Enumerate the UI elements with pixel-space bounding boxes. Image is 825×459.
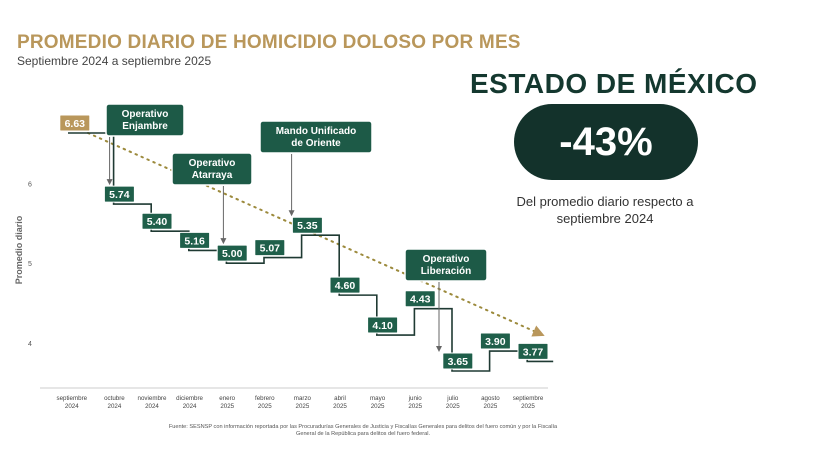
value-label-text: 3.90 xyxy=(485,336,506,348)
chart-subtitle: Septiembre 2024 a septiembre 2025 xyxy=(17,54,212,68)
value-label: 5.07 xyxy=(254,239,286,257)
y-axis-label: Promedio diario xyxy=(14,215,24,284)
y-tick-label: 6 xyxy=(28,181,32,188)
value-label-text: 3.65 xyxy=(448,356,469,368)
value-label: 3.90 xyxy=(479,332,511,350)
x-tick-label: marzo 2025 xyxy=(294,395,312,410)
x-tick-label: octubre 2024 xyxy=(104,395,125,410)
annotation-text: Mando Unificado xyxy=(276,126,357,137)
annotation-text: Operativo xyxy=(189,158,236,169)
value-label-text: 5.35 xyxy=(297,220,318,232)
value-label: 5.00 xyxy=(216,244,248,262)
value-label: 3.77 xyxy=(517,342,549,360)
annotation-text: Enjambre xyxy=(122,121,168,132)
change-caption: Del promedio diario respecto a septiembr… xyxy=(516,194,694,226)
value-label-text: 5.40 xyxy=(147,216,168,228)
x-tick-label: agosto 2025 xyxy=(481,395,500,410)
value-label-text: 5.00 xyxy=(222,248,243,260)
value-label-text: 4.43 xyxy=(410,294,431,306)
value-label: 5.16 xyxy=(179,231,211,249)
annotation-text: Liberación xyxy=(421,266,472,277)
x-tick-label: enero 2025 xyxy=(219,395,235,410)
x-tick-label: noviembre 2024 xyxy=(138,395,167,410)
annotation-text: Atarraya xyxy=(192,170,233,181)
value-label: 4.60 xyxy=(329,276,361,294)
y-tick-label: 5 xyxy=(28,261,32,268)
value-label-text: 4.60 xyxy=(335,280,356,292)
value-label-text: 5.16 xyxy=(184,235,205,247)
value-label-text: 5.74 xyxy=(109,189,130,201)
x-tick-label: julio 2025 xyxy=(446,395,460,410)
value-label-text: 3.77 xyxy=(523,346,544,358)
x-tick-label: abril 2025 xyxy=(333,395,347,410)
x-tick-label: mayo 2025 xyxy=(370,395,386,410)
value-label: 4.43 xyxy=(404,290,436,308)
value-label: 4.10 xyxy=(367,316,399,334)
x-tick-label: junio 2025 xyxy=(408,395,423,410)
x-tick-label: febrero 2025 xyxy=(255,395,275,410)
x-tick-label: septiembre 2024 xyxy=(56,395,87,410)
value-label: 6.63 xyxy=(59,114,91,132)
change-pill: -43% xyxy=(514,104,698,180)
chart-title: PROMEDIO DIARIO DE HOMICIDIO DOLOSO POR … xyxy=(17,32,521,53)
y-tick-label: 4 xyxy=(28,341,32,348)
value-label: 5.40 xyxy=(141,212,173,230)
value-label: 5.35 xyxy=(291,216,323,234)
value-label: 3.65 xyxy=(442,352,474,370)
value-label-text: 5.07 xyxy=(260,243,281,255)
step-series-line xyxy=(68,132,554,372)
x-tick-label: septiembre 2025 xyxy=(513,395,544,410)
value-label-text: 6.63 xyxy=(65,118,86,130)
source-note: Fuente: SESNSP con información reportada… xyxy=(168,424,558,437)
state-title: ESTADO DE MÉXICO xyxy=(470,68,758,99)
change-value: -43% xyxy=(559,119,653,164)
annotation-text: Operativo xyxy=(423,254,470,265)
x-tick-label: diciembre 2024 xyxy=(176,395,203,410)
value-label: 5.74 xyxy=(103,185,135,203)
annotation-text: Operativo xyxy=(122,109,169,120)
value-label-text: 4.10 xyxy=(372,320,393,332)
annotation-text: de Oriente xyxy=(291,138,341,149)
